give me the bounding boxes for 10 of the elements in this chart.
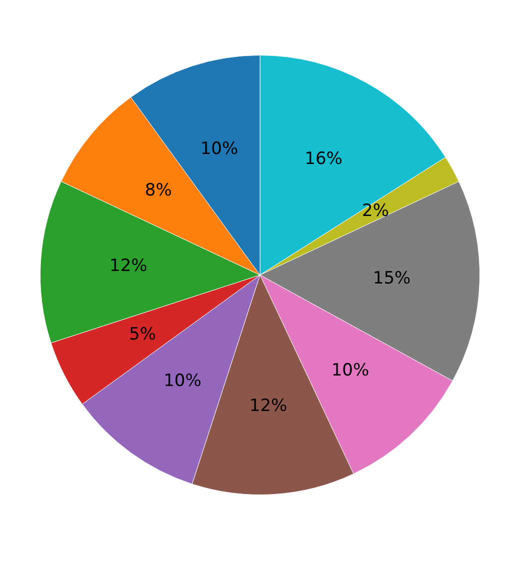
data-label: 10% [331,360,370,381]
data-label: 12% [110,256,148,276]
data-label: 8% [144,180,172,200]
data-label: 2% [362,200,390,221]
data-label: 10% [200,139,238,160]
data-label: 15% [372,268,411,289]
data-label: 10% [164,371,202,392]
data-label: 16% [304,148,342,169]
data-label: 12% [249,396,288,416]
data-label: 5% [129,324,156,344]
